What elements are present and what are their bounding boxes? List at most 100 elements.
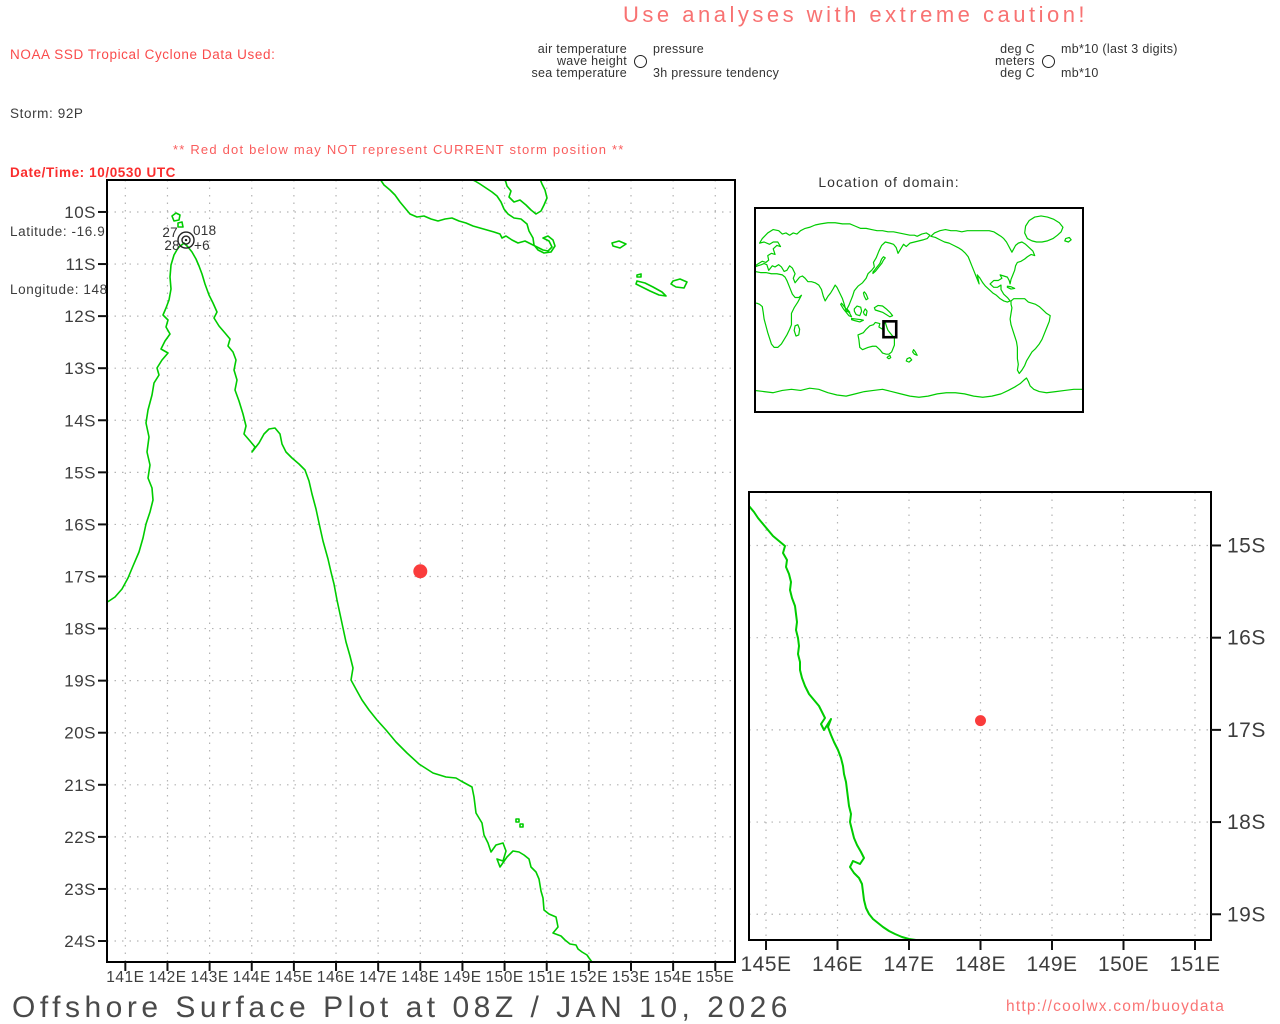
x-tick-label: 148E bbox=[955, 953, 1006, 976]
unit-mb10-last3-label: mb*10 (last 3 digits) bbox=[1061, 42, 1178, 56]
unit-meters-label: meters bbox=[994, 54, 1035, 68]
x-tick-label: 150E bbox=[485, 969, 523, 986]
torres-island bbox=[177, 221, 184, 228]
units-legend: deg C mb*10 (last 3 digits) meters deg C… bbox=[985, 42, 1178, 80]
new-zealand-south bbox=[906, 358, 911, 363]
australia bbox=[858, 322, 894, 354]
island-small bbox=[636, 273, 642, 278]
y-tick-label: 22S bbox=[64, 828, 96, 847]
y-tick-label: 21S bbox=[64, 776, 96, 795]
madagascar bbox=[794, 325, 799, 336]
y-tick-label: 18S bbox=[64, 620, 96, 639]
y-tick-label: 11S bbox=[66, 255, 97, 274]
java bbox=[852, 318, 864, 321]
new-zealand-north bbox=[913, 350, 918, 356]
png-coastline bbox=[379, 180, 556, 254]
plot-title: Offshore Surface Plot at 08Z / JAN 10, 2… bbox=[12, 991, 792, 1024]
data-source-line: NOAA SSD Tropical Cyclone Data Used: bbox=[10, 47, 276, 63]
greenland bbox=[1025, 216, 1063, 242]
zoom-map-coastline bbox=[749, 505, 917, 940]
x-tick-label: 151E bbox=[528, 969, 566, 986]
x-tick-label: 155E bbox=[696, 969, 734, 986]
y-tick-label: 13S bbox=[64, 359, 96, 378]
legend-air-temperature-label: air temperature bbox=[537, 42, 627, 56]
storm-position-dot bbox=[413, 564, 428, 579]
island-speck bbox=[519, 823, 524, 828]
x-tick-label: 141E bbox=[106, 969, 144, 986]
station-sea-temp: 28 bbox=[164, 238, 180, 253]
x-tick-label: 142E bbox=[148, 969, 186, 986]
x-tick-label: 152E bbox=[570, 969, 608, 986]
y-tick-label: 12S bbox=[64, 307, 96, 326]
zoom-map-overlay: 145E 146E 147E 148E 149E 150E 151E 15S 16S 17S 18S… bbox=[740, 534, 1265, 976]
station-pressure-tendency: +6 bbox=[194, 238, 210, 253]
station-circle-icon bbox=[1041, 54, 1055, 68]
sumatra bbox=[841, 303, 852, 317]
x-tick-label: 153E bbox=[612, 969, 650, 986]
x-tick-label: 145E bbox=[740, 953, 791, 976]
y-tick-label: 15S bbox=[64, 463, 96, 482]
y-tick-label: 20S bbox=[64, 724, 96, 743]
y-tick-label: 19S bbox=[64, 672, 96, 691]
x-tick-label: 147E bbox=[883, 953, 934, 976]
inset-overlay bbox=[882, 320, 898, 339]
legend-pressure-label: pressure bbox=[653, 42, 705, 56]
island-speck bbox=[515, 818, 520, 823]
caution-banner: Use analyses with extreme caution! bbox=[623, 2, 1089, 27]
borneo bbox=[854, 306, 861, 316]
world-inset-map bbox=[755, 216, 1083, 397]
y-tick-label: 23S bbox=[64, 880, 96, 899]
x-tick-label: 151E bbox=[1169, 953, 1220, 976]
north-america bbox=[931, 230, 1035, 303]
japan bbox=[873, 257, 886, 274]
new-guinea bbox=[874, 305, 892, 316]
y-tick-label: 16S bbox=[1227, 627, 1266, 650]
south-america bbox=[1010, 299, 1050, 374]
legend-sea-temperature-label: sea temperature bbox=[531, 66, 627, 80]
y-tick-label: 15S bbox=[1227, 534, 1266, 557]
latitude-line: Latitude: -16.9 bbox=[10, 223, 106, 239]
station-pressure: 018 bbox=[193, 223, 216, 238]
y-tick-label: 14S bbox=[64, 411, 96, 430]
x-tick-label: 146E bbox=[812, 953, 863, 976]
datetime-line: Date/Time: 10/0530 UTC bbox=[10, 164, 177, 180]
station-inner-circle-icon bbox=[181, 235, 191, 245]
island-rossel bbox=[670, 278, 688, 289]
site-url-link[interactable]: http://coolwx.com/buoydata bbox=[1006, 998, 1226, 1015]
y-tick-label: 16S bbox=[64, 515, 96, 534]
queensland-coastline-zoom bbox=[749, 505, 917, 940]
x-tick-label: 149E bbox=[1026, 953, 1077, 976]
x-tick-label: 146E bbox=[317, 969, 355, 986]
storm-id-line: Storm: 92P bbox=[10, 105, 84, 121]
surface-station-plot: 27 018 28 +6 bbox=[162, 223, 216, 253]
y-tick-label: 18S bbox=[1227, 811, 1266, 834]
station-circle-icon bbox=[633, 54, 647, 68]
philippines bbox=[863, 292, 868, 300]
queensland-coastline bbox=[107, 242, 593, 962]
sulawesi bbox=[863, 309, 867, 316]
x-tick-label: 143E bbox=[191, 969, 229, 986]
x-tick-label: 149E bbox=[443, 969, 481, 986]
x-tick-label: 150E bbox=[1098, 953, 1149, 976]
station-model-legend: air temperature pressure wave height sea… bbox=[500, 42, 779, 80]
cuba bbox=[1007, 286, 1014, 289]
y-tick-label: 17S bbox=[64, 567, 96, 586]
inset-title: Location of domain: bbox=[818, 174, 959, 190]
main-map-overlay: 141E 142E 143E 144E 145E 146E 147E 148E 149E 150E… bbox=[64, 203, 734, 986]
eurasia-coastline bbox=[755, 223, 930, 313]
y-tick-label: 19S bbox=[1227, 903, 1266, 926]
station-air-temp: 27 bbox=[162, 225, 178, 240]
dentrecasteaux-islands bbox=[504, 180, 548, 215]
unit-deg-c2-label: deg C bbox=[1000, 66, 1035, 80]
tasmania bbox=[887, 355, 891, 358]
y-tick-label: 24S bbox=[64, 932, 96, 951]
x-tick-label: 148E bbox=[401, 969, 439, 986]
longitude-line: Longitude: 148 bbox=[10, 282, 108, 298]
island-misima bbox=[611, 240, 627, 249]
station-outer-circle-icon bbox=[177, 231, 195, 249]
domain-location-box bbox=[882, 320, 898, 339]
x-tick-label: 154E bbox=[654, 969, 692, 986]
red-dot-warning: ** Red dot below may NOT represent CURRE… bbox=[173, 142, 625, 157]
x-tick-label: 145E bbox=[275, 969, 313, 986]
